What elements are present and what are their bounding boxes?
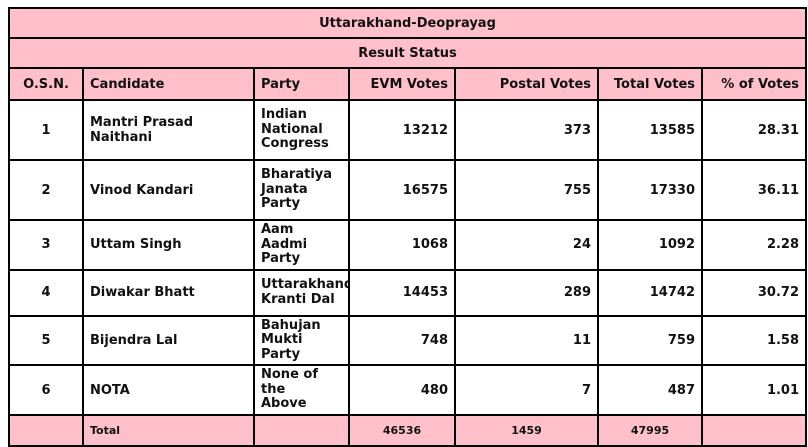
total-votes-cell: 759 [597,314,703,367]
total-row: Total 46536 1459 47995 [8,413,808,447]
postal-votes-cell: 373 [454,99,599,161]
evm-votes-cell: 480 [348,364,456,416]
party-cell: None of the Above [253,364,350,416]
table-row: 4 Diwakar Bhatt Uttarakhand Kranti Dal 1… [8,268,808,317]
evm-votes-cell: 748 [348,314,456,367]
postal-votes-cell: 7 [454,364,599,416]
total-postal-votes: 1459 [454,413,599,447]
evm-votes-cell: 16575 [348,159,456,221]
candidate-cell: Bijendra Lal [82,314,255,367]
evm-votes-cell: 1068 [348,219,456,271]
candidate-cell: Vinod Kandari [82,159,255,221]
pct-votes-cell: 30.72 [700,268,808,317]
candidate-cell: Mantri Prasad Naithani [82,99,255,161]
total-label: Total [82,413,255,447]
osn-cell: 4 [8,268,84,317]
col-header-pct-votes: % of Votes [700,67,808,101]
col-header-osn: O.S.N. [8,67,84,101]
col-header-party: Party [253,67,350,101]
results-table: Uttarakhand-Deoprayag Result Status O.S.… [7,7,808,447]
title-row: Uttarakhand-Deoprayag [7,7,808,39]
col-header-evm-votes: EVM Votes [348,67,456,101]
column-header-row: O.S.N. Candidate Party EVM Votes Postal … [8,67,808,101]
party-cell: Uttarakhand Kranti Dal [253,268,350,317]
candidate-cell: Diwakar Bhatt [82,268,255,317]
total-votes-cell: 13585 [597,99,703,161]
table-row: 5 Bijendra Lal Bahujan Mukti Party 748 1… [8,314,808,367]
col-header-postal-votes: Postal Votes [454,67,599,101]
table-row: 3 Uttam Singh Aam Aadmi Party 1068 24 10… [8,219,808,271]
candidate-cell: Uttam Singh [82,219,255,271]
table-row: 6 NOTA None of the Above 480 7 487 1.01 [8,364,808,416]
pct-votes-cell: 1.58 [700,314,808,367]
osn-cell: 1 [8,99,84,161]
postal-votes-cell: 755 [454,159,599,221]
evm-votes-cell: 14453 [348,268,456,317]
candidate-cell: NOTA [82,364,255,416]
pct-votes-cell: 28.31 [700,99,808,161]
total-votes-cell: 1092 [597,219,703,271]
result-status-heading: Result Status [7,37,808,69]
party-cell: Bahujan Mukti Party [253,314,350,367]
total-votes-cell: 487 [597,364,703,416]
total-total-votes: 47995 [597,413,703,447]
total-votes-cell: 17330 [597,159,703,221]
col-header-candidate: Candidate [82,67,255,101]
postal-votes-cell: 24 [454,219,599,271]
table-row: 1 Mantri Prasad Naithani Indian National… [8,99,808,161]
osn-cell: 2 [8,159,84,221]
party-cell: Aam Aadmi Party [253,219,350,271]
osn-cell: 3 [8,219,84,271]
party-cell: Indian National Congress [253,99,350,161]
total-party-cell [253,413,350,447]
total-pct-cell [700,413,808,447]
total-osn-cell [8,413,84,447]
pct-votes-cell: 2.28 [700,219,808,271]
result-status-row: Result Status [7,37,808,69]
col-header-total-votes: Total Votes [597,67,703,101]
evm-votes-cell: 13212 [348,99,456,161]
pct-votes-cell: 1.01 [700,364,808,416]
total-evm-votes: 46536 [348,413,456,447]
pct-votes-cell: 36.11 [700,159,808,221]
party-cell: Bharatiya Janata Party [253,159,350,221]
postal-votes-cell: 11 [454,314,599,367]
postal-votes-cell: 289 [454,268,599,317]
total-votes-cell: 14742 [597,268,703,317]
osn-cell: 6 [8,364,84,416]
osn-cell: 5 [8,314,84,367]
constituency-title: Uttarakhand-Deoprayag [7,7,808,39]
table-row: 2 Vinod Kandari Bharatiya Janata Party 1… [8,159,808,221]
